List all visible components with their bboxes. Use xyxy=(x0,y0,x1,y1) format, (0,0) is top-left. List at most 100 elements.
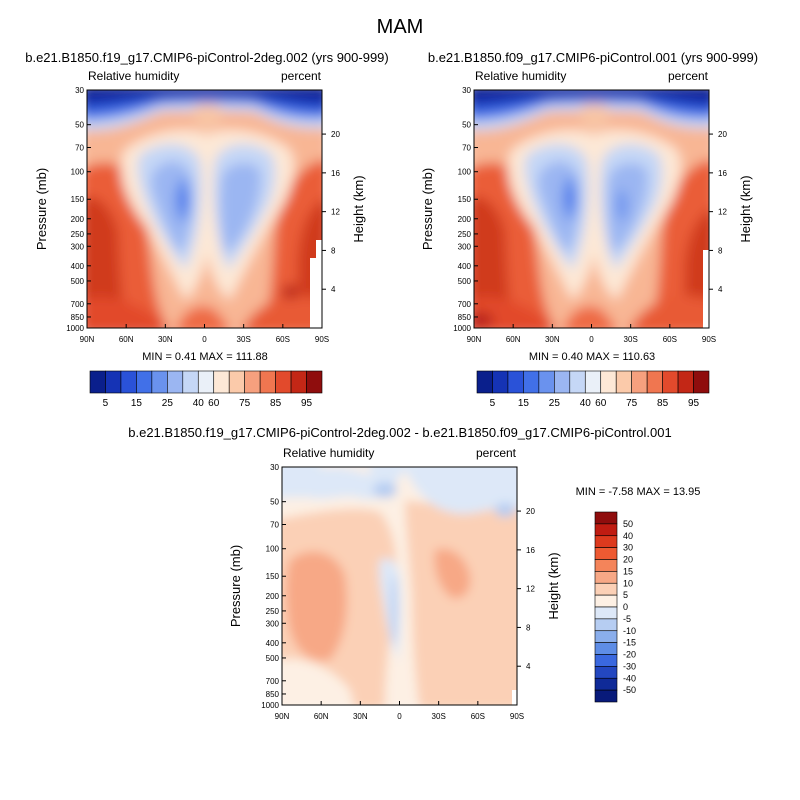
y-tick-label: 250 xyxy=(266,607,280,616)
case-title-right: b.e21.B1850.f09_g17.CMIP6-piControl.001 … xyxy=(428,50,758,65)
height-tick-label: 12 xyxy=(331,208,340,217)
ylabel-diff: Pressure (mb) xyxy=(228,545,243,627)
colorbar-swatch xyxy=(594,511,618,525)
axes-left: 305070100150200250300400500700850100090N… xyxy=(66,86,340,344)
colorbar-label: 75 xyxy=(626,398,638,409)
subtitle-left-variable: Relative humidity xyxy=(88,69,179,83)
colorbar-label: 25 xyxy=(162,398,174,409)
case-title-left: b.e21.B1850.f19_g17.CMIP6-piControl-2deg… xyxy=(25,50,389,65)
colorbar-left: 5 15 25 40 60 75 85 95 xyxy=(89,370,323,409)
colorbar-label: 85 xyxy=(657,398,669,409)
x-tick-label: 60N xyxy=(119,335,134,344)
colorbar-swatch xyxy=(306,370,323,394)
colorbar-swatch xyxy=(167,370,184,394)
colorbar-label: 15 xyxy=(518,398,530,409)
colorbar-swatch xyxy=(507,370,524,394)
subtitle-left-units: percent xyxy=(281,69,322,83)
y-tick-label: 400 xyxy=(71,262,85,271)
height-tick-label: 4 xyxy=(526,662,531,671)
y-tick-label: 30 xyxy=(75,86,84,95)
colorbar-label: 5 xyxy=(103,398,109,409)
y-tick-label: 700 xyxy=(71,300,85,309)
x-tick-label: 30N xyxy=(545,335,560,344)
colorbar-swatch xyxy=(136,370,153,394)
panel-left: b.e21.B1850.f19_g17.CMIP6-piControl-2deg… xyxy=(25,50,389,409)
panel-right: b.e21.B1850.f09_g17.CMIP6-piControl.001 … xyxy=(420,50,758,409)
height-tick-label: 4 xyxy=(718,285,723,294)
y-tick-label: 100 xyxy=(266,545,280,554)
colorbar-swatch xyxy=(594,523,618,537)
colorbar-label: 75 xyxy=(239,398,251,409)
colorbar-swatch xyxy=(615,370,632,394)
x-tick-label: 60S xyxy=(663,335,677,344)
colorbar-label: 5 xyxy=(623,590,628,600)
colorbar-swatch xyxy=(600,370,617,394)
colorbar-swatch xyxy=(523,370,540,394)
y-tick-label: 150 xyxy=(71,195,85,204)
x-tick-label: 30N xyxy=(158,335,173,344)
x-tick-label: 30S xyxy=(432,712,446,721)
height-tick-label: 8 xyxy=(331,246,336,255)
y-tick-label: 70 xyxy=(462,144,471,153)
y-tick-label: 150 xyxy=(266,572,280,581)
height-tick-label: 8 xyxy=(526,623,531,632)
height-tick-label: 16 xyxy=(526,546,535,555)
colorbar-label: 40 xyxy=(623,531,633,541)
y-tick-label: 200 xyxy=(458,215,472,224)
y-tick-label: 150 xyxy=(458,195,472,204)
colorbar-swatch xyxy=(492,370,509,394)
colorbar-label: 15 xyxy=(623,566,633,576)
colorbar-swatch xyxy=(631,370,648,394)
colorbar-swatch xyxy=(693,370,710,394)
ylabel-right-diff: Height (km) xyxy=(546,552,561,619)
x-tick-label: 90N xyxy=(467,335,482,344)
colorbar-swatch xyxy=(476,370,493,394)
colorbar-label: 60 xyxy=(208,398,220,409)
colorbar-label: 0 xyxy=(623,602,628,612)
y-tick-label: 700 xyxy=(458,300,472,309)
x-tick-label: 60N xyxy=(314,712,329,721)
y-tick-label: 1000 xyxy=(66,324,84,333)
height-tick-label: 8 xyxy=(718,246,723,255)
minmax-right: MIN = 0.40 MAX = 110.63 xyxy=(529,351,655,363)
colorbar-swatch xyxy=(594,571,618,584)
x-tick-label: 0 xyxy=(202,335,207,344)
colorbar-swatch xyxy=(275,370,292,394)
height-tick-label: 16 xyxy=(331,169,340,178)
y-tick-label: 300 xyxy=(266,619,280,628)
y-tick-label: 1000 xyxy=(453,324,471,333)
colorbar-right: 5 15 25 40 60 75 85 95 xyxy=(476,370,710,409)
colorbar-label: 95 xyxy=(301,398,313,409)
y-tick-label: 500 xyxy=(71,277,85,286)
height-tick-label: 12 xyxy=(526,585,535,594)
colorbar-swatch xyxy=(594,666,618,679)
y-tick-label: 500 xyxy=(266,654,280,663)
contour-field-right xyxy=(474,90,709,328)
height-tick-label: 4 xyxy=(331,285,336,294)
y-tick-label: 250 xyxy=(458,230,472,239)
minmax-diff: MIN = -7.58 MAX = 13.95 xyxy=(576,486,701,498)
colorbar-label: -20 xyxy=(623,650,636,660)
colorbar-swatch xyxy=(677,370,694,394)
y-tick-label: 850 xyxy=(71,313,85,322)
colorbar-label: 10 xyxy=(623,578,633,588)
colorbar-label: 5 xyxy=(490,398,496,409)
x-tick-label: 30S xyxy=(624,335,638,344)
colorbar-label: 85 xyxy=(270,398,282,409)
colorbar-label: 50 xyxy=(623,519,633,529)
colorbar-swatch xyxy=(197,370,215,394)
height-tick-label: 20 xyxy=(718,130,727,139)
x-tick-label: 90S xyxy=(702,335,716,344)
x-tick-label: 30N xyxy=(353,712,368,721)
colorbar-swatch xyxy=(182,370,199,394)
colorbar-label: -10 xyxy=(623,626,636,636)
y-tick-label: 70 xyxy=(75,144,84,153)
colorbar-label: 20 xyxy=(623,555,633,565)
y-tick-label: 100 xyxy=(458,168,472,177)
x-tick-label: 0 xyxy=(589,335,594,344)
colorbar-label: 25 xyxy=(549,398,561,409)
y-tick-label: 100 xyxy=(71,168,85,177)
colorbar-swatch xyxy=(594,559,618,572)
